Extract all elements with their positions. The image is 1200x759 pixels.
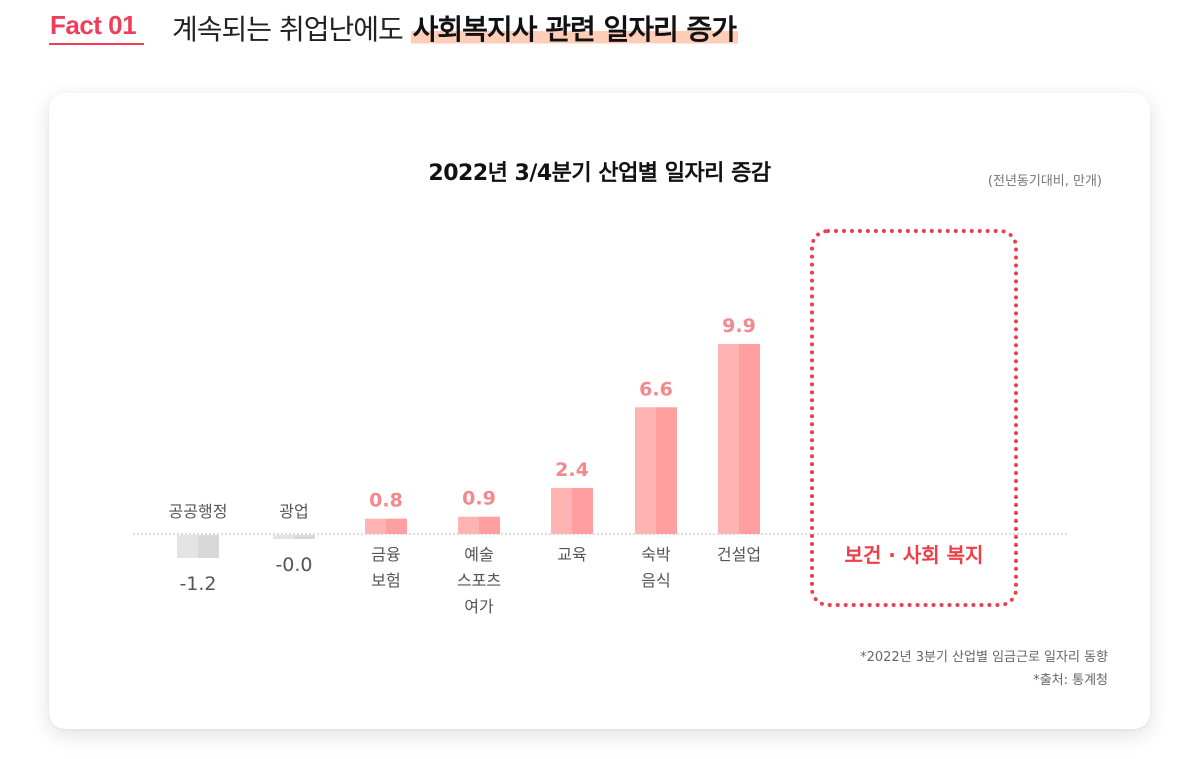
fact-label: Fact 01 — [50, 10, 137, 40]
headline-prefix: 계속되는 취업난에도 — [172, 13, 411, 46]
bar-4-right — [572, 487, 593, 534]
value-label-6: 9.9 — [722, 315, 756, 337]
unit-label: (전년동기대비, 만개) — [987, 174, 1102, 189]
value-label-4: 2.4 — [555, 459, 589, 481]
category-label-3-2: 여가 — [464, 597, 494, 616]
bar-6-left — [718, 343, 739, 534]
chart-title: 2022년 3/4분기 산업별 일자리 증감 — [428, 161, 771, 186]
bar-2-left — [365, 518, 386, 534]
category-label-1-0: 광업 — [279, 502, 308, 521]
footnote-source: *출처: 통계청 — [1033, 673, 1108, 688]
bar-3-left — [458, 516, 479, 534]
bar-0-left — [177, 535, 198, 559]
category-label-3-1: 스포츠 — [457, 571, 501, 590]
value-label-1: -0.0 — [275, 554, 312, 576]
category-label-5-0: 숙박 — [641, 545, 671, 564]
bar-4-left — [551, 487, 572, 534]
bar-0-right — [198, 535, 219, 559]
bar-5-right — [656, 407, 677, 534]
category-label-7-0: 보건 · 사회 복지 — [845, 543, 984, 567]
bar-1-right — [294, 535, 315, 539]
value-label-5: 6.6 — [639, 378, 673, 400]
category-label-6-0: 건설업 — [717, 545, 761, 564]
value-label-0: -1.2 — [179, 573, 216, 595]
category-label-0-0: 공공행정 — [169, 502, 228, 521]
bar-6-right — [739, 343, 760, 534]
headline-highlight: 사회복지사 관련 일자리 증가 — [410, 13, 739, 46]
headline: 계속되는 취업난에도 사회복지사 관련 일자리 증가 — [172, 8, 739, 48]
category-label-2-0: 금융 — [371, 545, 400, 564]
footnote-survey: *2022년 3분기 산업별 임금근로 일자리 동향 — [860, 650, 1108, 665]
header: Fact 01 계속되는 취업난에도 사회복지사 관련 일자리 증가 — [0, 0, 1200, 70]
category-label-4-0: 교육 — [557, 545, 586, 564]
bar-2-right — [386, 518, 407, 534]
fact-underline — [49, 43, 144, 45]
chart-card: 2022년 3/4분기 산업별 일자리 증감 (전년동기대비, 만개) -1.2… — [49, 93, 1150, 729]
bar-1-left — [273, 535, 294, 539]
bar-3-right — [479, 516, 500, 534]
category-label-2-1: 보험 — [371, 571, 400, 590]
value-label-2: 0.8 — [369, 490, 403, 512]
category-label-3-0: 예술 — [464, 545, 493, 564]
bar-5-left — [635, 407, 656, 534]
highlight-box — [810, 229, 1018, 607]
category-label-5-1: 음식 — [641, 571, 670, 590]
value-label-3: 0.9 — [462, 488, 496, 510]
